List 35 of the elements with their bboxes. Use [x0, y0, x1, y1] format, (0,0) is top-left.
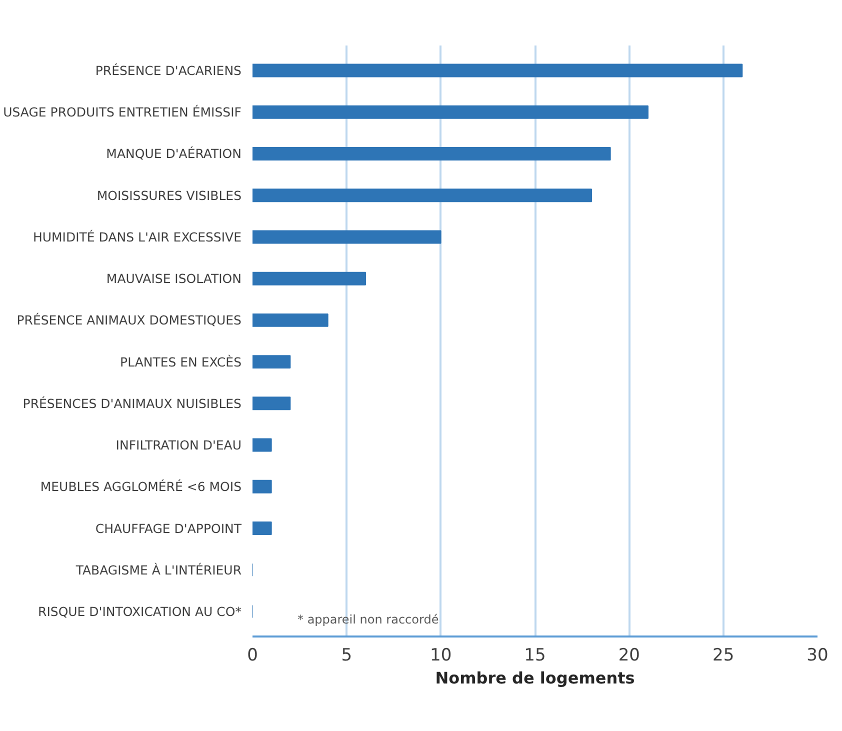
x-tick-label: 5	[341, 646, 352, 666]
x-axis-title: Nombre de logements	[435, 668, 635, 688]
bar	[252, 230, 442, 244]
bar	[252, 272, 366, 286]
y-tick-label: RISQUE D'INTOXICATION AU CO*	[38, 604, 242, 620]
bar	[252, 396, 291, 410]
x-tick-label: 20	[618, 646, 640, 666]
y-tick-label: PRÉSENCES D'ANIMAUX NUISIBLES	[22, 396, 242, 411]
x-tick-label: 30	[806, 646, 828, 666]
bar	[252, 522, 272, 536]
y-tick-label: TABAGISME À L'INTÉRIEUR	[74, 562, 242, 578]
bar	[252, 313, 328, 327]
x-tick-label: 0	[247, 646, 258, 666]
bar	[252, 64, 743, 78]
x-tick-label: 15	[524, 646, 546, 666]
annotation: * appareil non raccordé	[298, 612, 439, 626]
y-tick-label: PLANTES EN EXCÈS	[120, 354, 242, 370]
y-tick-label: MAUVAISE ISOLATION	[106, 271, 242, 286]
y-tick-label: PRÉSENCE D'ACARIENS	[95, 62, 242, 78]
y-tick-label: MANQUE D'AÉRATION	[106, 146, 242, 162]
y-tick-label: CHAUFFAGE D'APPOINT	[95, 520, 242, 536]
bar	[252, 105, 648, 119]
y-tick-label: PRÉSENCE ANIMAUX DOMESTIQUES	[16, 312, 242, 328]
bar	[252, 355, 291, 369]
bar	[252, 188, 592, 202]
bar	[252, 480, 272, 494]
y-tick-label: USAGE PRODUITS ENTRETIEN ÉMISSIF	[3, 104, 242, 120]
y-tick-label: INFILTRATION D'EAU	[116, 438, 242, 453]
y-tick-label: MEUBLES AGGLOMÉRÉ <6 MOIS	[40, 479, 242, 494]
x-tick-label: 10	[430, 646, 452, 666]
bar	[252, 146, 611, 160]
y-tick-label: HUMIDITÉ DANS L'AIR EXCESSIVE	[32, 229, 242, 244]
bar	[252, 438, 272, 452]
x-tick-label: 25	[712, 646, 734, 666]
y-tick-label: MOISISSURES VISIBLES	[96, 188, 242, 203]
